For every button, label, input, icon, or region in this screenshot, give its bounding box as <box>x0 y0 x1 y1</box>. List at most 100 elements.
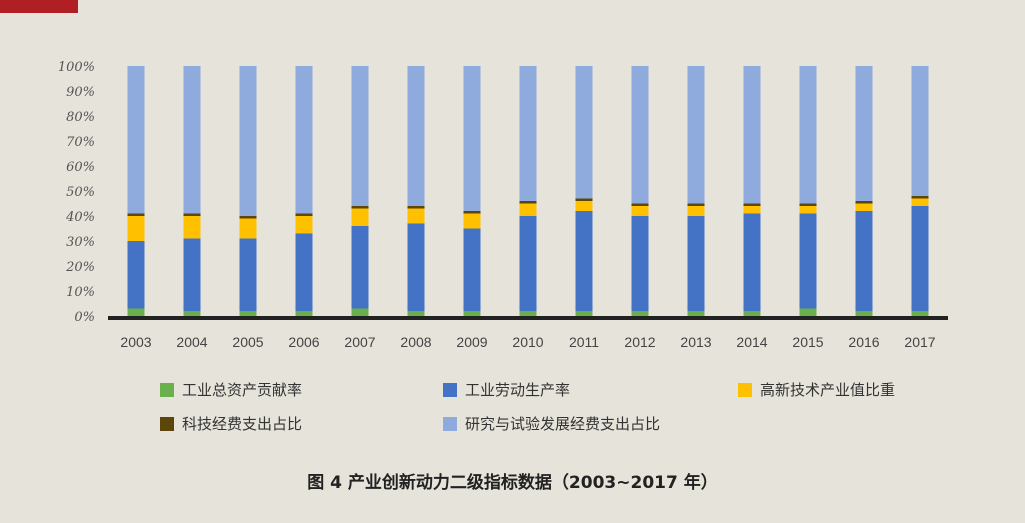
bar-segment-3 <box>127 213 145 216</box>
bar-segment-2 <box>239 218 257 239</box>
y-tick-label: 70% <box>66 135 95 150</box>
bar-segment-1 <box>631 216 649 311</box>
x-tick-label: 2015 <box>792 334 823 350</box>
bar-segment-0 <box>463 311 481 316</box>
y-tick-label: 20% <box>65 260 95 275</box>
bar-segment-2 <box>799 206 817 214</box>
bar-segment-4 <box>687 66 705 204</box>
bar-segment-4 <box>183 66 201 214</box>
bar-segment-1 <box>911 206 929 311</box>
bar-segment-1 <box>463 228 481 311</box>
bar-segment-1 <box>743 213 761 311</box>
bar-segment-1 <box>687 216 705 311</box>
x-tick-label: 2007 <box>344 334 375 350</box>
figure-caption: 图 4 产业创新动力二级指标数据（2003~2017 年） <box>307 473 718 493</box>
x-tick-label: 2004 <box>176 334 207 350</box>
x-tick-label: 2010 <box>512 334 543 350</box>
legend-label: 研究与试验发展经费支出占比 <box>465 415 661 433</box>
bar-segment-1 <box>351 226 369 309</box>
bar-segment-2 <box>911 198 929 206</box>
legend-label: 科技经费支出占比 <box>182 415 303 433</box>
y-tick-label: 80% <box>66 110 95 125</box>
legend-item-industrial-assets: 工业总资产贡献率 <box>160 379 302 400</box>
bar-segment-1 <box>519 216 537 311</box>
legend-swatch <box>443 416 457 431</box>
bar-segment-1 <box>295 233 313 311</box>
legend-swatch <box>160 382 174 397</box>
x-tick-label: 2006 <box>288 334 319 350</box>
bar-segment-0 <box>295 311 313 316</box>
x-tick-label: 2003 <box>120 334 151 350</box>
bar-segment-1 <box>855 211 873 311</box>
bar-segment-2 <box>463 213 481 229</box>
bar-segment-2 <box>687 206 705 216</box>
bar-segment-4 <box>743 66 761 204</box>
legend-label: 工业总资产贡献率 <box>182 381 303 399</box>
bar-segment-3 <box>855 201 873 204</box>
bar-segment-0 <box>127 308 145 316</box>
stacked-bar-chart: 0% 10% 20% 30% 40% 50% 60% 70% 80% 90% 100% 2003 200… <box>58 60 948 350</box>
bar-segment-0 <box>799 308 817 316</box>
x-tick-label: 2011 <box>569 334 599 350</box>
legend-item-rd-expenditure: 研究与试验发展经费支出占比 <box>443 413 660 434</box>
bar-segment-2 <box>407 208 425 224</box>
bar-segment-0 <box>687 311 705 316</box>
x-tick-label: 2016 <box>848 334 879 350</box>
bar-segment-3 <box>631 203 649 206</box>
y-tick-label: 100% <box>58 60 95 75</box>
bar-segment-4 <box>855 66 873 201</box>
bar-segment-2 <box>519 203 537 216</box>
bar-segment-0 <box>631 311 649 316</box>
bar-segment-1 <box>407 223 425 311</box>
bar-segment-0 <box>407 311 425 316</box>
bar-segment-4 <box>631 66 649 204</box>
x-axis-line <box>108 316 948 320</box>
bar-segment-1 <box>239 238 257 311</box>
bar-segment-3 <box>799 203 817 206</box>
bar-segment-0 <box>519 311 537 316</box>
bar-segment-0 <box>239 311 257 316</box>
bar-segment-3 <box>519 201 537 204</box>
bar-segment-0 <box>351 308 369 316</box>
bar-segment-4 <box>239 66 257 216</box>
bar-segment-1 <box>127 241 145 309</box>
bar-segment-2 <box>743 206 761 214</box>
bar-segment-2 <box>631 206 649 216</box>
y-tick-label: 90% <box>66 85 95 100</box>
x-tick-label: 2008 <box>400 334 431 350</box>
bar-segment-2 <box>183 216 201 239</box>
bar-segment-0 <box>911 311 929 316</box>
bar-segment-3 <box>911 196 929 199</box>
bar-segment-3 <box>239 216 257 219</box>
bar-segment-0 <box>183 311 201 316</box>
bar-segment-4 <box>519 66 537 201</box>
bar-segment-2 <box>127 216 145 241</box>
bar-segment-1 <box>183 238 201 311</box>
x-tick-label: 2012 <box>624 334 655 350</box>
bar-segment-3 <box>687 203 705 206</box>
bar-segment-4 <box>911 66 929 196</box>
bar-segment-0 <box>743 311 761 316</box>
x-tick-label: 2014 <box>736 334 767 350</box>
legend-item-labor-productivity: 工业劳动生产率 <box>443 379 570 400</box>
legend-swatch <box>738 382 752 397</box>
y-tick-label: 50% <box>66 185 95 200</box>
legend-item-hightech-share: 高新技术产业值比重 <box>738 379 895 400</box>
y-tick-label: 30% <box>66 235 95 250</box>
y-tick-label: 40% <box>65 210 95 225</box>
y-tick-label: 60% <box>66 160 95 175</box>
bar-segment-1 <box>575 211 593 311</box>
x-tick-label: 2017 <box>904 334 935 350</box>
legend-swatch <box>160 416 174 431</box>
legend-label: 高新技术产业值比重 <box>760 381 896 399</box>
legend-label: 工业劳动生产率 <box>465 381 571 399</box>
x-tick-label: 2005 <box>232 334 263 350</box>
bar-segment-2 <box>351 208 369 226</box>
bar-segment-4 <box>799 66 817 204</box>
legend-swatch <box>443 382 457 397</box>
bar-segment-3 <box>183 213 201 216</box>
bar-segment-3 <box>351 206 369 209</box>
y-tick-label: 10% <box>66 285 95 300</box>
legend-item-tech-expenditure: 科技经费支出占比 <box>160 413 302 434</box>
bar-segment-1 <box>799 213 817 309</box>
